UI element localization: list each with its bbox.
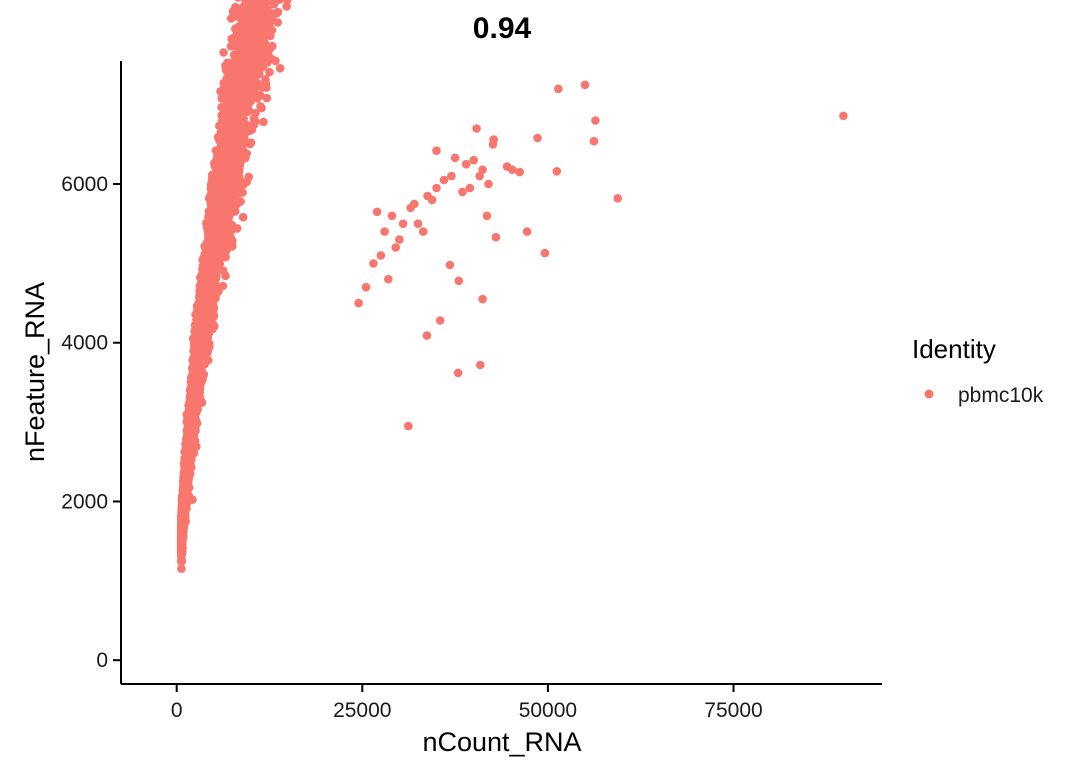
chart-title: 0.94 — [473, 12, 532, 45]
data-point — [219, 48, 228, 57]
data-point — [226, 14, 236, 23]
data-point — [238, 212, 248, 222]
data-point — [275, 64, 285, 73]
data-point — [282, 2, 291, 11]
data-point — [274, 0, 284, 4]
data-point — [272, 8, 282, 18]
data-point — [177, 564, 186, 573]
data-point — [251, 117, 260, 126]
data-point — [265, 67, 274, 77]
points-layer — [176, 0, 848, 573]
